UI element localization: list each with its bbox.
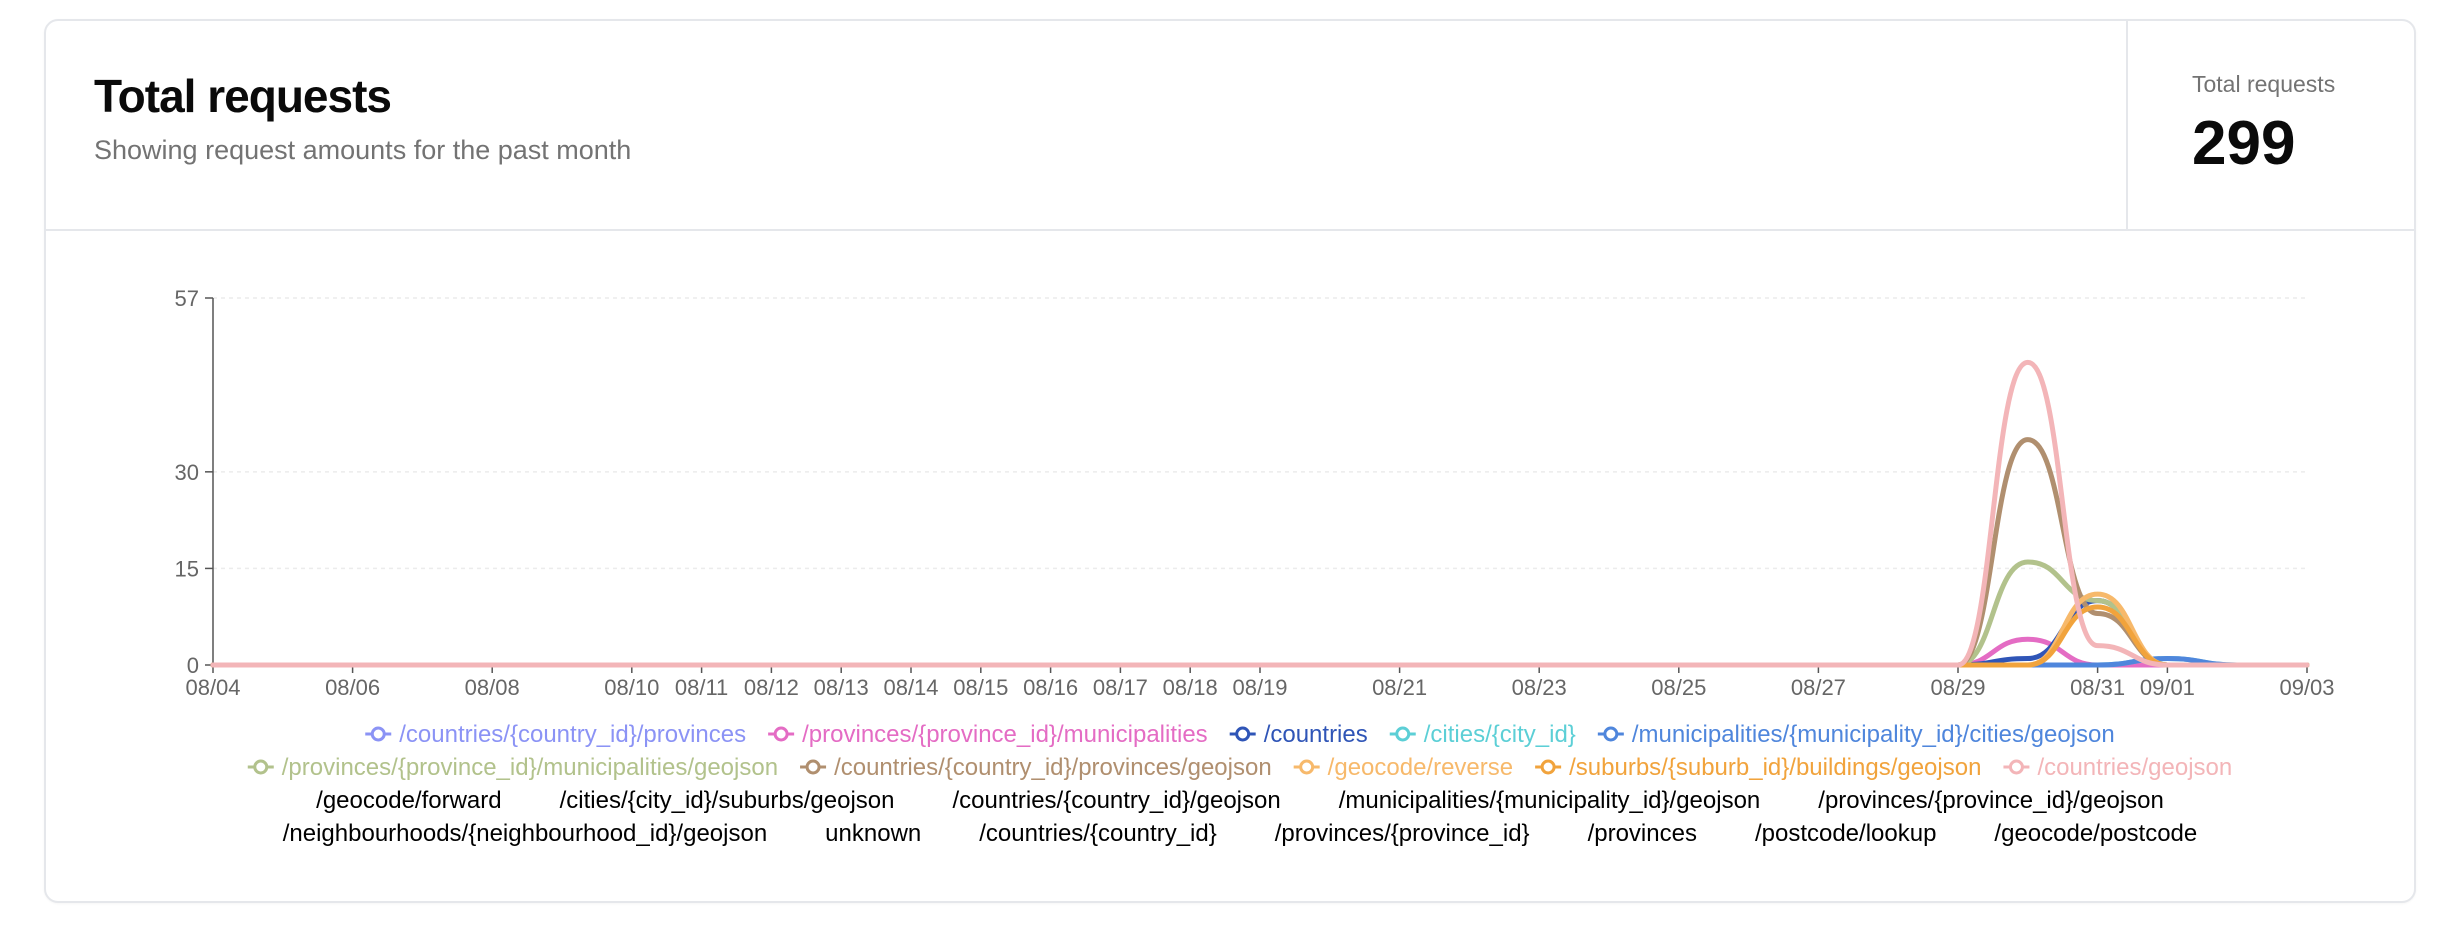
x-tick-label: 08/13 [814, 675, 869, 700]
legend-item: /municipalities/{municipality_id}/geojso… [1339, 787, 1761, 814]
legend-marker-dot [370, 726, 386, 742]
legend-item: /countries/{country_id}/provinces [399, 721, 746, 748]
page-subtitle: Showing request amounts for the past mon… [94, 135, 632, 165]
title-area: Total requests Showing request amounts f… [94, 69, 631, 166]
x-tick-label: 08/14 [883, 675, 938, 700]
x-tick-label: 08/16 [1023, 675, 1078, 700]
legend-item: /cities/{city_id} [1424, 721, 1576, 748]
x-tick-label: 08/08 [465, 675, 520, 700]
page-title: Total requests [94, 70, 392, 122]
legend-item: /provinces/{province_id}/municipalities/… [282, 754, 778, 781]
x-tick-label: 08/11 [675, 675, 728, 700]
x-tick-label: 08/04 [185, 675, 240, 700]
stat-value: 299 [2192, 109, 2296, 178]
legend-marker-dot [253, 759, 269, 775]
x-tick-label: 08/31 [2070, 675, 2125, 700]
legend-item: /geocode/postcode [1994, 820, 2197, 847]
x-tick-label: 08/27 [1791, 675, 1846, 700]
legend-marker-dot [1235, 726, 1251, 742]
legend-item: unknown [825, 820, 921, 847]
legend-item: /neighbourhoods/{neighbourhood_id}/geojs… [283, 820, 767, 847]
x-tick-label: 08/23 [1512, 675, 1567, 700]
legend-item: /cities/{city_id}/suburbs/geojson [560, 787, 895, 814]
legend-item: /countries/{country_id} [979, 820, 1216, 847]
legend-item: /countries/{country_id}/geojson [952, 787, 1280, 814]
legend-marker-dot [1603, 726, 1619, 742]
legend-item: /municipalities/{municipality_id}/cities… [1632, 721, 2115, 748]
legend-marker-dot [1299, 759, 1315, 775]
x-tick-label: 08/18 [1163, 675, 1218, 700]
legend-item: /provinces [1588, 820, 1697, 847]
legend-item: /provinces/{province_id}/geojson [1818, 787, 2164, 814]
requests-card: Total requests Showing request amounts f… [44, 19, 2416, 903]
x-tick-label: 08/10 [604, 675, 659, 700]
legend-marker-dot [805, 759, 821, 775]
series-line [210, 359, 2310, 668]
x-tick-label: 08/25 [1651, 675, 1706, 700]
x-tick-label: 09/03 [2279, 675, 2334, 700]
card-header: Total requests Showing request amounts f… [46, 21, 2414, 231]
x-tick-label: 09/01 [2140, 675, 2195, 700]
x-tick-label: 08/29 [1930, 675, 1985, 700]
x-tick-label: 08/12 [744, 675, 799, 700]
x-tick-label: 08/15 [953, 675, 1008, 700]
legend-item: /countries/{country_id}/provinces/geojso… [834, 754, 1272, 781]
x-tick-label: 08/19 [1232, 675, 1287, 700]
legend-marker-dot [773, 726, 789, 742]
legend-item: /provinces/{province_id}/municipalities [802, 721, 1208, 748]
y-tick-label: 57 [175, 286, 199, 311]
stat-label: Total requests [2192, 71, 2336, 97]
y-tick-label: 15 [175, 556, 199, 581]
legend-marker-dot [1395, 726, 1411, 742]
total-requests-stat: Total requests 299 [2126, 21, 2414, 229]
legend-marker-dot [1540, 759, 1556, 775]
x-tick-label: 08/17 [1093, 675, 1148, 700]
legend-item: /geocode/forward [316, 787, 501, 814]
legend-item: /postcode/lookup [1755, 820, 1936, 847]
series-line [210, 437, 2310, 668]
y-tick-label: 0 [187, 653, 199, 678]
x-tick-label: 08/21 [1372, 675, 1427, 700]
x-tick-label: 08/06 [325, 675, 380, 700]
legend-marker-dot [2008, 759, 2024, 775]
y-tick-label: 30 [175, 460, 199, 485]
legend-item: /suburbs/{suburb_id}/buildings/geojson [1569, 754, 1981, 781]
legend-item: /countries [1264, 721, 1368, 748]
legend-item: /provinces/{province_id} [1275, 820, 1530, 847]
legend-item: /countries/geojson [2037, 754, 2232, 781]
legend-item: /geocode/reverse [1328, 754, 1513, 781]
